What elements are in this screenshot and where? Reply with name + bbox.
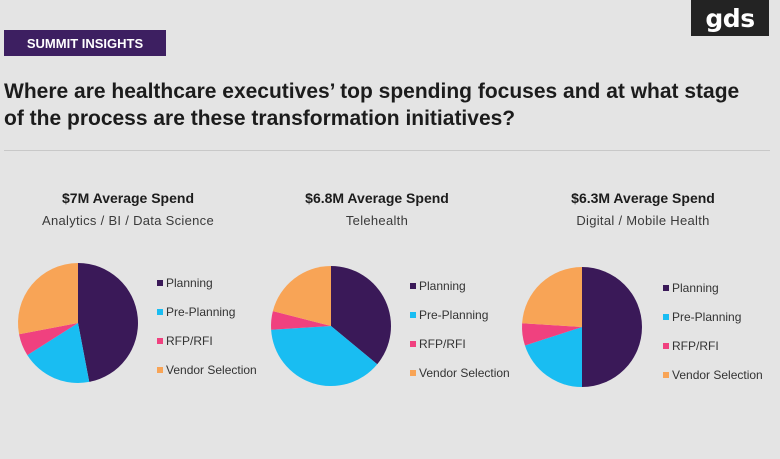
pie: [17, 263, 139, 383]
pie-slice-vendor-selection: [522, 267, 582, 327]
legend-label: Pre-Planning: [166, 304, 236, 319]
legend-item: RFP/RFI: [663, 331, 763, 360]
legend-item: Pre-Planning: [410, 300, 510, 329]
pie: [522, 267, 642, 387]
legend-label: RFP/RFI: [672, 338, 719, 353]
chart-title: $6.8M Average Spend: [305, 190, 449, 206]
legend-label: RFP/RFI: [419, 336, 466, 351]
chart-subtitle: Telehealth: [345, 213, 409, 228]
legend-item: Planning: [663, 273, 763, 302]
summit-insights-tag: SUMMIT INSIGHTS: [4, 30, 166, 56]
pie-slice-rfp-rfi: [19, 323, 78, 356]
pie: [271, 266, 391, 387]
pie-slice-vendor-selection: [272, 266, 331, 326]
legend-label: RFP/RFI: [166, 333, 213, 348]
legend-swatch: [663, 342, 669, 349]
pie-slice-planning: [582, 267, 642, 387]
gds-logo: gds: [691, 0, 769, 36]
legend-swatch: [410, 369, 416, 376]
header-divider: [4, 150, 770, 151]
chart-legend: Planning Pre-Planning RFP/RFI Vendor Select…: [157, 268, 257, 384]
chart-legend: Planning Pre-Planning RFP/RFI Vendor Select…: [410, 271, 510, 387]
chart-subtitle: Analytics / BI / Data Science: [42, 213, 214, 228]
chart-subtitle: Digital / Mobile Health: [576, 213, 710, 228]
pie-slice-rfp-rfi: [271, 311, 331, 330]
legend-label: Pre-Planning: [419, 307, 489, 322]
pie-slice-pre-planning: [524, 327, 582, 387]
legend-swatch: [410, 282, 416, 289]
pie-slice-pre-planning: [271, 326, 378, 387]
pie-slice-planning: [78, 263, 139, 382]
legend-label: Planning: [672, 280, 719, 295]
legend-item: Vendor Selection: [410, 358, 510, 387]
legend-swatch: [157, 308, 163, 315]
legend-swatch: [663, 313, 669, 320]
legend-swatch: [410, 311, 416, 318]
legend-item: RFP/RFI: [410, 329, 510, 358]
legend-label: Planning: [166, 275, 213, 290]
legend-swatch: [410, 340, 416, 347]
legend-label: Vendor Selection: [419, 365, 510, 380]
legend-item: Pre-Planning: [663, 302, 763, 331]
pie-slice-rfp-rfi: [522, 323, 582, 346]
legend-item: Planning: [410, 271, 510, 300]
legend-item: RFP/RFI: [157, 326, 257, 355]
legend-label: Vendor Selection: [166, 362, 257, 377]
legend-item: Planning: [157, 268, 257, 297]
pie-slice-vendor-selection: [17, 263, 78, 335]
legend-swatch: [663, 371, 669, 378]
legend-swatch: [157, 337, 163, 344]
legend-item: Pre-Planning: [157, 297, 257, 326]
legend-swatch: [663, 284, 669, 291]
page-headline: Where are healthcare executives’ top spe…: [4, 80, 740, 130]
legend-label: Planning: [419, 278, 466, 293]
legend-item: Vendor Selection: [663, 360, 763, 389]
legend-label: Pre-Planning: [672, 309, 742, 324]
pie-slice-pre-planning: [27, 323, 90, 383]
legend-label: Vendor Selection: [672, 367, 763, 382]
legend-item: Vendor Selection: [157, 355, 257, 384]
chart-title: $7M Average Spend: [61, 190, 195, 206]
chart-title: $6.3M Average Spend: [571, 190, 715, 206]
pie-slice-planning: [331, 266, 391, 365]
legend-swatch: [157, 366, 163, 373]
legend-swatch: [157, 279, 163, 286]
chart-legend: Planning Pre-Planning RFP/RFI Vendor Select…: [663, 273, 763, 389]
